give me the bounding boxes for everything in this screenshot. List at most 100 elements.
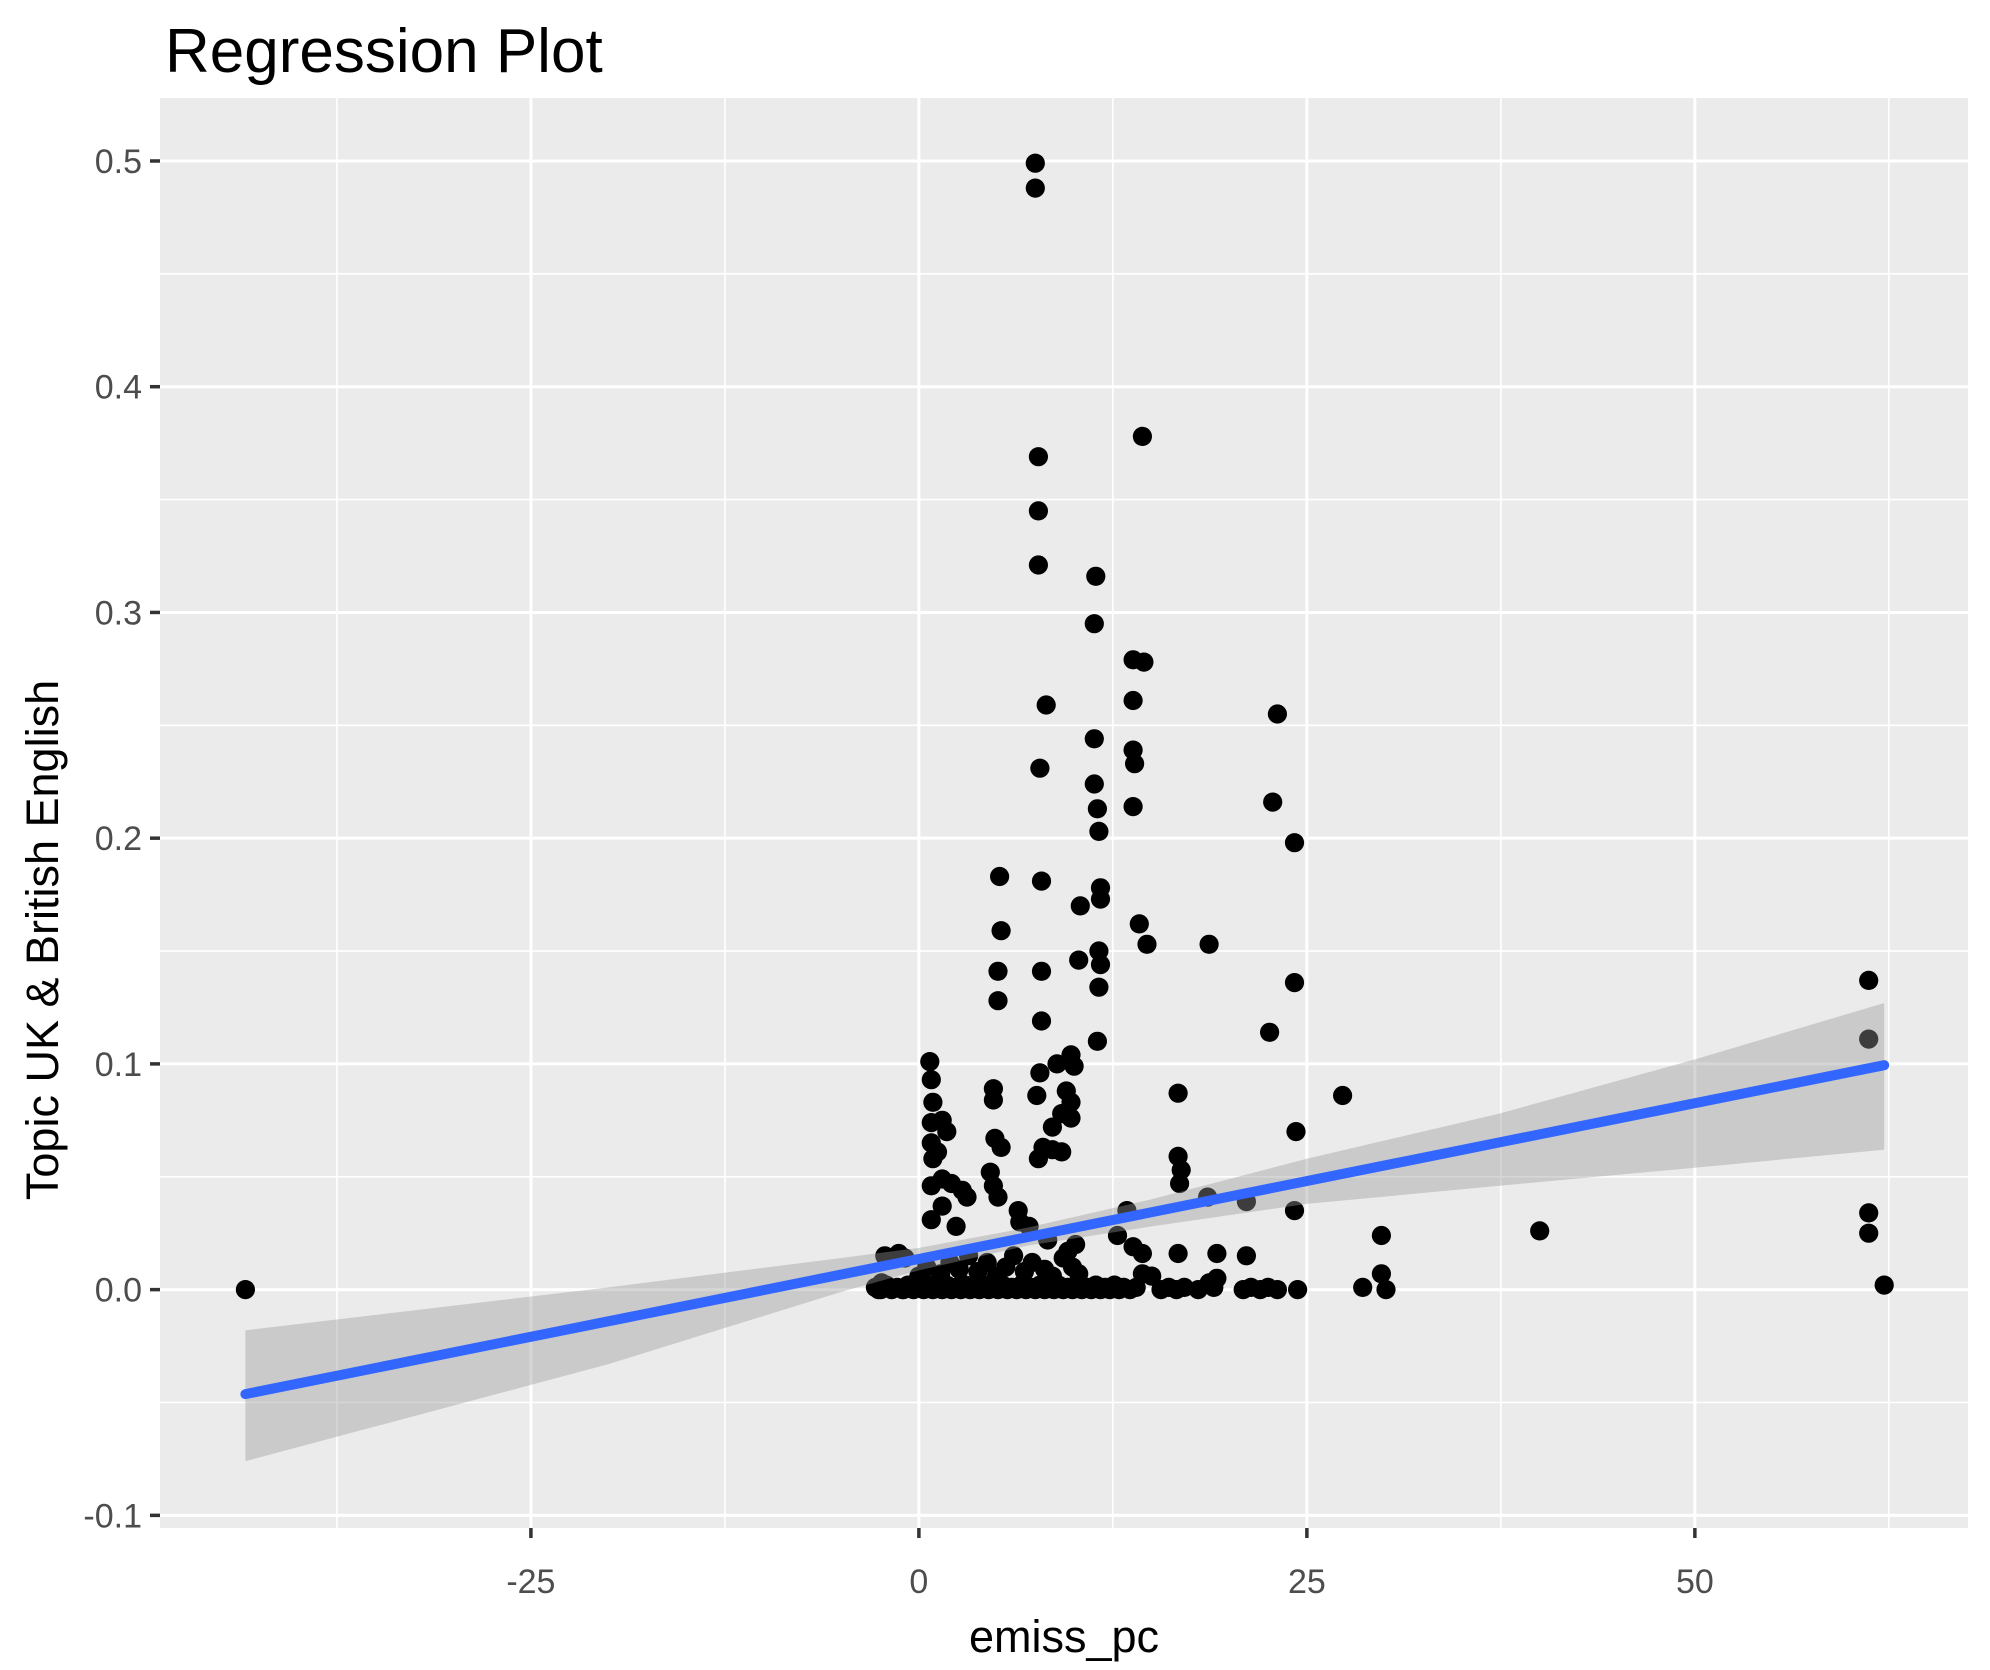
y-tick-label: 0.0 [95, 1272, 142, 1310]
x-tick-label: 25 [1288, 1563, 1326, 1601]
data-point [1859, 1029, 1879, 1049]
major-gridlines [160, 98, 1968, 1528]
data-point [1874, 1275, 1894, 1295]
data-point [921, 1113, 941, 1133]
data-point [1087, 799, 1107, 819]
data-point [1025, 153, 1045, 173]
data-point [949, 1259, 969, 1279]
data-point [1267, 704, 1287, 724]
data-point [1025, 178, 1045, 198]
data-point [1134, 652, 1154, 672]
data-point [1047, 1054, 1067, 1074]
plot-title: Regression Plot [165, 17, 603, 86]
y-tick-label: -0.1 [83, 1497, 142, 1535]
y-tick-label: 0.5 [95, 143, 142, 181]
data-point [988, 1187, 1008, 1207]
scatter-points-layer [235, 153, 1894, 1300]
data-point [1086, 566, 1106, 586]
data-point [1132, 1243, 1152, 1264]
data-point [1371, 1225, 1391, 1246]
y-axis-title: Topic UK & British English [17, 680, 68, 1200]
y-tick-label: 0.3 [95, 594, 142, 632]
data-point [1123, 797, 1143, 817]
data-point [1260, 1022, 1280, 1042]
data-point [1028, 501, 1048, 521]
data-point [988, 991, 1008, 1011]
data-point [1087, 1031, 1107, 1051]
data-point [1084, 774, 1104, 794]
data-point [990, 866, 1010, 887]
data-point [937, 1122, 957, 1142]
data-point [957, 1187, 977, 1207]
data-point [1070, 896, 1090, 916]
data-point [1137, 934, 1157, 954]
data-point [1142, 1266, 1162, 1286]
y-tick-label: 0.2 [95, 820, 142, 858]
data-point [1064, 1056, 1084, 1076]
y-tick-label: 0.1 [95, 1046, 142, 1084]
data-point [1353, 1277, 1373, 1297]
regression-line [240, 1060, 1890, 1400]
data-point [921, 1210, 941, 1230]
data-point [1036, 695, 1056, 715]
data-point [1236, 1246, 1256, 1266]
data-point [1042, 1117, 1062, 1137]
data-point [1089, 821, 1109, 842]
y-tick-label: 0.4 [95, 369, 142, 407]
data-point [1204, 1277, 1224, 1297]
data-point [1284, 833, 1305, 853]
data-point [1028, 555, 1048, 575]
data-point [1090, 955, 1111, 975]
data-point [1027, 1085, 1047, 1106]
data-point [923, 1149, 943, 1169]
x-axis-title: emiss_pc [969, 1611, 1159, 1662]
data-point [1168, 1083, 1188, 1103]
y-axis-tick-labels: -0.1 0.0 0.1 0.2 0.3 0.4 0.5 [83, 143, 142, 1535]
data-point [1028, 447, 1048, 467]
x-tick-label: 50 [1676, 1563, 1714, 1601]
data-point [920, 1052, 940, 1072]
data-point [1859, 1223, 1879, 1243]
data-point [235, 1280, 255, 1300]
data-point [1107, 1225, 1128, 1246]
data-point [1126, 1277, 1146, 1297]
data-point [1132, 426, 1152, 446]
data-point [921, 1176, 941, 1196]
x-tick-label: 0 [909, 1563, 928, 1601]
data-point [1084, 614, 1104, 634]
data-point [1284, 973, 1305, 993]
axis-tick-marks [150, 159, 1697, 1538]
data-point [1030, 1063, 1050, 1083]
x-tick-label: -25 [506, 1563, 555, 1601]
data-point [1859, 1203, 1879, 1223]
data-point [1090, 889, 1111, 909]
data-point [1263, 792, 1283, 812]
data-point [1530, 1221, 1550, 1241]
data-point [1031, 1011, 1052, 1031]
data-point [983, 1090, 1004, 1110]
data-point [1188, 1280, 1208, 1300]
data-point [1123, 690, 1143, 711]
data-point [1288, 1280, 1308, 1300]
data-point [1052, 1142, 1072, 1162]
data-point [921, 1070, 941, 1090]
minor-gridlines [160, 98, 1968, 1528]
data-point [1168, 1243, 1188, 1264]
data-point [1129, 914, 1149, 934]
data-point [991, 921, 1011, 941]
data-point [1084, 729, 1104, 749]
data-point [923, 1092, 943, 1112]
data-point [1376, 1280, 1396, 1300]
data-point [946, 1216, 966, 1236]
data-point [1170, 1173, 1190, 1194]
data-point [988, 961, 1008, 981]
data-point [1028, 1149, 1048, 1169]
data-point [1125, 754, 1145, 774]
x-axis-tick-labels: -25 0 25 50 [506, 1563, 1713, 1601]
data-point [1031, 871, 1052, 891]
data-point [1061, 1108, 1081, 1128]
data-point [1089, 977, 1109, 997]
data-point [1199, 934, 1219, 954]
